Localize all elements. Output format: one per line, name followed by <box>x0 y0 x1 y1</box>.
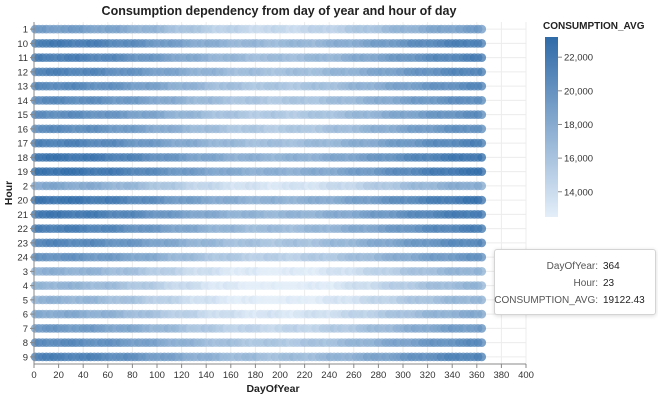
y-tick-label: 17 <box>17 139 28 150</box>
scatter-point[interactable] <box>477 138 487 148</box>
legend-tick-label: 20,000 <box>564 86 593 97</box>
x-tick-label: 340 <box>444 370 460 381</box>
y-tick-label: 5 <box>23 295 28 306</box>
tooltip-row-consumption: CONSUMPTION_AVG: 19122.43 <box>494 295 655 309</box>
y-tick-label: 19 <box>17 167 28 178</box>
scatter-point[interactable] <box>477 96 487 105</box>
scatter-point[interactable] <box>477 281 487 290</box>
y-tick-label: 21 <box>17 210 28 221</box>
scatter-points[interactable] <box>30 24 487 362</box>
y-tick-label: 24 <box>17 253 28 264</box>
x-tick-label: 240 <box>321 370 337 381</box>
x-tick-label: 380 <box>493 370 509 381</box>
chart-title: Consumption dependency from day of year … <box>102 4 457 18</box>
scatter-point[interactable] <box>477 39 487 48</box>
x-tick-label: 360 <box>469 370 485 381</box>
scatter-point[interactable] <box>477 181 487 191</box>
legend-tick-label: 16,000 <box>564 154 593 165</box>
scatter-point[interactable] <box>477 338 487 347</box>
x-tick-label: 200 <box>272 370 288 381</box>
legend-tick-label: 22,000 <box>564 53 593 64</box>
x-tick-label: 140 <box>198 370 214 381</box>
scatter-point[interactable] <box>477 210 487 219</box>
x-tick-label: 20 <box>53 370 64 381</box>
scatter-point[interactable] <box>477 53 487 62</box>
x-tick-label: 40 <box>78 370 89 381</box>
x-tick-label: 400 <box>518 370 534 381</box>
legend-tick-label: 18,000 <box>564 120 593 131</box>
tooltip-value: 23 <box>603 278 615 289</box>
axes: 0 20 40 60 80 100 120 140 160 180 200 220 240 260 280 3… <box>17 22 534 381</box>
y-axis-title: Hour <box>3 181 15 206</box>
y-tick-label: 2 <box>23 181 28 192</box>
y-tick-label: 23 <box>17 238 28 249</box>
y-tick-label: 22 <box>17 224 28 235</box>
scatter-point[interactable] <box>477 153 487 162</box>
scatter-point[interactable] <box>477 238 487 248</box>
tooltip-row-hour: Hour: 23 <box>495 278 655 292</box>
scatter-point[interactable] <box>477 24 487 34</box>
x-tick-label: 180 <box>247 370 263 381</box>
scatter-point[interactable] <box>477 81 487 91</box>
y-tick-label: 3 <box>23 267 28 278</box>
y-tick-label: 9 <box>23 352 28 363</box>
scatter-point[interactable] <box>477 295 487 305</box>
y-tick-label: 12 <box>17 67 28 78</box>
x-tick-label: 160 <box>223 370 239 381</box>
y-tick-label: 6 <box>23 310 28 321</box>
x-tick-label: 60 <box>103 370 114 381</box>
tooltip: DayOfYear: 364 Hour: 23 CONSUMPTION_AVG:… <box>494 249 656 315</box>
x-tick-label: 300 <box>395 370 411 381</box>
x-tick-label: 120 <box>174 370 190 381</box>
scatter-point[interactable] <box>477 110 487 119</box>
tooltip-value: 19122.43 <box>603 295 645 306</box>
y-tick-label: 11 <box>18 53 28 64</box>
legend-title: CONSUMPTION_AVG <box>543 21 645 32</box>
tooltip-key: DayOfYear: <box>546 261 598 272</box>
y-tick-label: 4 <box>23 281 28 292</box>
y-tick-label: 1 <box>23 25 28 36</box>
scatter-point[interactable] <box>477 252 487 262</box>
y-tick-label: 20 <box>17 196 28 207</box>
scatter-point[interactable] <box>477 309 487 319</box>
y-tick-label: 18 <box>17 153 28 164</box>
y-tick-label: 7 <box>23 324 28 335</box>
color-legend: CONSUMPTION_AVG 22,000 20,000 18,000 16,000… <box>543 21 645 217</box>
scatter-point[interactable] <box>477 324 487 333</box>
scatter-point[interactable] <box>477 195 487 205</box>
x-tick-label: 280 <box>370 370 386 381</box>
scatter-point[interactable] <box>477 167 487 177</box>
scatter-point[interactable] <box>477 267 487 276</box>
x-tick-label: 80 <box>127 370 138 381</box>
scatter-point[interactable] <box>477 124 487 134</box>
y-tick-label: 15 <box>17 110 28 121</box>
y-tick-label: 8 <box>23 338 28 349</box>
scatter-point[interactable] <box>477 352 487 362</box>
y-tick-label: 10 <box>17 39 28 50</box>
scatter-point[interactable] <box>477 67 487 77</box>
x-tick-label: 260 <box>346 370 362 381</box>
x-tick-label: 0 <box>31 370 36 381</box>
x-tick-label: 100 <box>149 370 165 381</box>
x-axis-title: DayOfYear <box>246 383 299 395</box>
y-tick-label: 13 <box>17 82 28 93</box>
scatter-point[interactable] <box>477 224 487 234</box>
tooltip-row-day: DayOfYear: 364 <box>495 261 655 275</box>
y-tick-label: 16 <box>17 124 28 135</box>
tooltip-key: CONSUMPTION_AVG: <box>494 295 598 306</box>
legend-gradient-bar <box>545 37 558 217</box>
tooltip-value: 364 <box>603 261 620 272</box>
x-tick-label: 320 <box>420 370 436 381</box>
y-tick-label: 14 <box>17 96 28 107</box>
legend-tick-label: 14,000 <box>564 187 593 198</box>
x-tick-label: 220 <box>297 370 313 381</box>
tooltip-key: Hour: <box>573 278 598 289</box>
